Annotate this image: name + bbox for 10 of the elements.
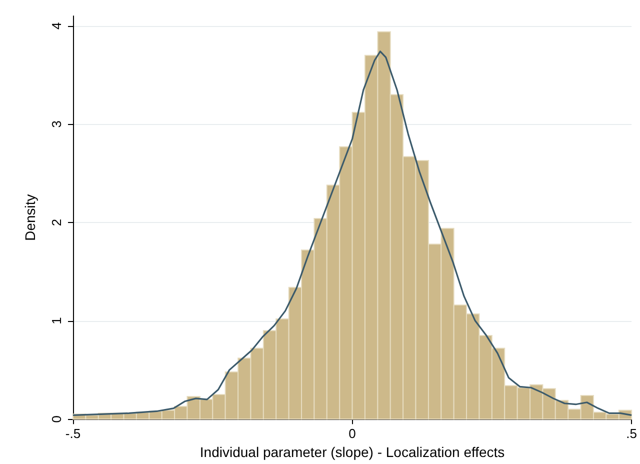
y-axis-title: Density bbox=[22, 194, 38, 241]
x-tick-label: -.5 bbox=[65, 426, 81, 442]
x-tick-label: 0 bbox=[348, 426, 356, 442]
x-tick-label: .5 bbox=[626, 426, 637, 442]
y-tick-label: 1 bbox=[49, 317, 64, 324]
y-tick-label: 3 bbox=[49, 120, 64, 128]
y-tick-label: 2 bbox=[49, 218, 64, 226]
y-tick-label: 0 bbox=[49, 415, 64, 423]
x-axis-title: Individual parameter (slope) - Localization effects bbox=[200, 444, 505, 460]
y-tick-label: 4 bbox=[49, 22, 64, 30]
